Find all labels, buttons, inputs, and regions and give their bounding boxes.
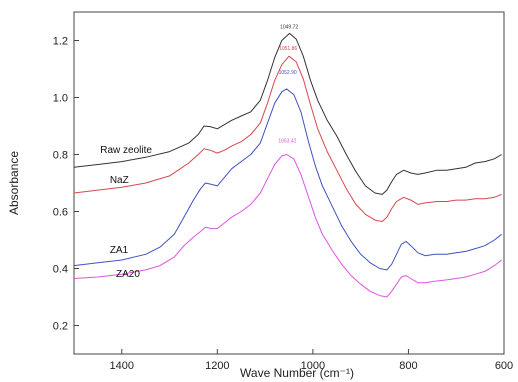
series-label-raw-zeolite: Raw zeolite <box>100 145 152 156</box>
plot-frame <box>73 11 505 355</box>
peak-label-naz: 1051.86 <box>279 46 297 52</box>
series-label-za1: ZA1 <box>110 245 129 256</box>
peak-label-raw-zeolite: 1049.72 <box>280 25 298 31</box>
series-line-raw-zeolite <box>73 32 502 195</box>
y-tick-label-1: 0.4 <box>53 264 68 276</box>
x-axis-title: Wave Number (cm⁻¹) <box>240 366 354 380</box>
x-tick-label-1200: 1200 <box>205 360 229 372</box>
series-line-za20 <box>73 154 502 298</box>
series-group <box>73 32 502 298</box>
series-line-za1 <box>73 88 502 271</box>
x-tick-label-1400: 1400 <box>110 360 134 372</box>
y-axis: 0.2 0.4 0.6 0.8 1.0 1.2 <box>53 36 79 333</box>
y-tick-label-5: 1.2 <box>53 36 68 48</box>
series-line-naz <box>73 55 502 222</box>
y-tick-label-2: 0.6 <box>53 207 68 219</box>
y-axis-title: Absorbance <box>7 151 21 215</box>
x-tick-label-600: 600 <box>495 360 513 372</box>
peak-label-za1: 1052.90 <box>279 70 297 76</box>
x-tick-label-800: 800 <box>399 360 417 372</box>
series-label-naz: NaZ <box>110 175 129 186</box>
x-axis: 1400 1200 1000 800 600 <box>110 349 513 372</box>
label-group: Raw zeolite 1049.72 NaZ 1051.86 ZA1 1052.90 ZA… <box>100 25 298 281</box>
series-label-za20: ZA20 <box>116 269 140 280</box>
y-tick-label-4: 1.0 <box>53 93 68 105</box>
x-tick-label-1000: 1000 <box>301 360 325 372</box>
peak-label-za20: 1053.42 <box>278 139 296 145</box>
y-tick-label-3: 0.8 <box>53 150 68 162</box>
y-tick-label-0: 0.2 <box>53 321 68 333</box>
